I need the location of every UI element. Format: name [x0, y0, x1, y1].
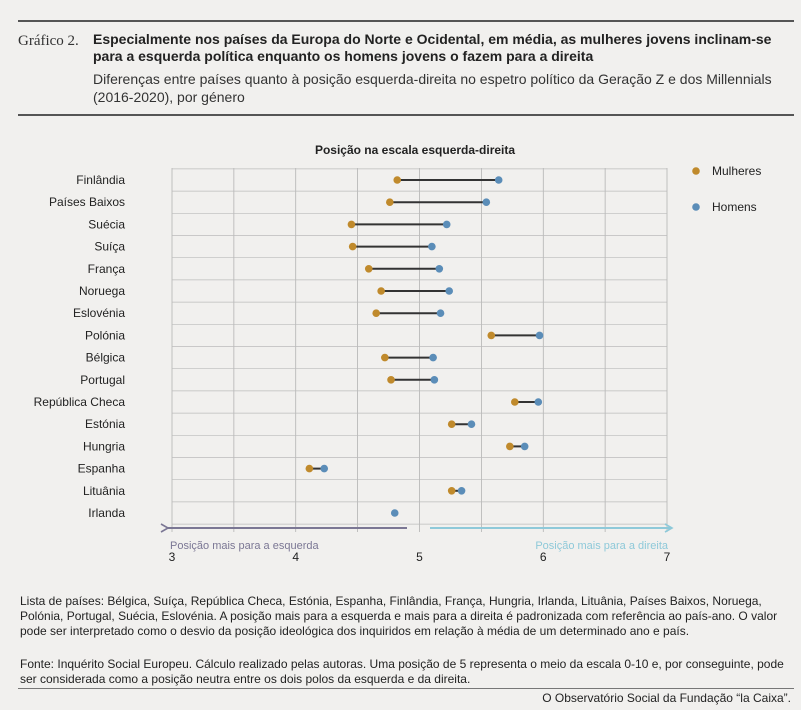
point-homens: [494, 176, 503, 184]
header-rule: [18, 114, 794, 116]
point-homens: [535, 331, 544, 340]
legend: Mulheres Homens: [692, 164, 761, 214]
point-mulheres: [510, 398, 519, 406]
chart-subtitle: Diferenças entre países quanto à posição…: [93, 71, 772, 105]
point-homens: [457, 487, 466, 495]
x-tick-label: 4: [292, 550, 299, 564]
category-label: Bélgica: [86, 351, 126, 365]
category-label: Noruega: [79, 284, 125, 298]
point-homens: [482, 198, 491, 206]
point-homens: [390, 509, 399, 517]
category-label: Portugal: [80, 373, 125, 387]
category-label: França: [88, 262, 126, 276]
chart-title: Especialmente nos países da Europa do No…: [93, 31, 772, 64]
point-mulheres: [386, 198, 394, 206]
legend-label: Mulheres: [712, 164, 761, 178]
point-mulheres: [447, 487, 456, 495]
grid: [171, 168, 668, 532]
countries-note: Lista de países: Bélgica, Suíça, Repúbli…: [20, 594, 778, 638]
point-mulheres: [487, 331, 496, 340]
point-mulheres: [377, 287, 385, 295]
direction-annotations: Posição mais para a esquerda Posição mais…: [160, 523, 674, 552]
x-tick-label: 7: [664, 550, 671, 564]
legend-marker-homens: [692, 203, 700, 211]
category-label: Hungria: [83, 439, 125, 453]
point-homens: [320, 464, 329, 473]
category-label: Eslovénia: [73, 306, 125, 320]
point-homens: [534, 398, 543, 406]
data-rows: Finlândia Países Baixos Suécia Suíça França N…: [34, 173, 544, 520]
footer-rule: [18, 688, 794, 689]
point-homens: [429, 353, 437, 362]
point-homens: [520, 442, 529, 451]
x-tick-label: 3: [169, 550, 176, 564]
x-tick-label: 6: [540, 550, 547, 564]
point-mulheres: [447, 420, 456, 429]
plot-title: Posição na escala esquerda-direita: [315, 143, 515, 157]
legend-marker-mulheres: [692, 167, 700, 175]
point-homens: [467, 420, 476, 429]
point-homens: [430, 376, 439, 384]
category-label: República Checa: [34, 395, 126, 409]
point-mulheres: [364, 265, 373, 273]
left-annotation: Posição mais para a esquerda: [170, 540, 319, 552]
category-label: Lituânia: [83, 484, 125, 498]
category-label: Finlândia: [76, 173, 125, 187]
point-homens: [445, 287, 454, 295]
point-mulheres: [347, 220, 356, 229]
source-note: Fonte: Inquérito Social Europeu. Cálculo…: [20, 657, 784, 686]
point-mulheres: [506, 442, 514, 451]
point-mulheres: [348, 242, 357, 251]
category-label: Irlanda: [88, 506, 125, 520]
category-label: Suécia: [88, 217, 125, 231]
category-label: Polónia: [85, 328, 125, 342]
point-homens: [442, 220, 451, 229]
point-homens: [435, 265, 444, 273]
point-mulheres: [305, 464, 314, 473]
point-mulheres: [393, 176, 402, 184]
category-label: Estónia: [85, 417, 125, 431]
point-mulheres: [372, 309, 380, 317]
dumbbell-chart: Posição na escala esquerda-direita Finlâ…: [34, 143, 762, 564]
x-axis: 3 4 5 6 7: [169, 550, 671, 564]
point-homens: [436, 309, 445, 317]
category-label: Países Baixos: [49, 195, 125, 209]
category-label: Suíça: [94, 240, 125, 254]
point-mulheres: [387, 376, 395, 384]
x-tick-label: 5: [416, 550, 423, 564]
footer-credit: O Observatório Social da Fundação “la Ca…: [542, 691, 791, 705]
top-rule: [18, 20, 794, 22]
legend-label: Homens: [712, 200, 757, 214]
chart-number: Gráfico 2.: [18, 33, 79, 49]
right-annotation: Posição mais para a direita: [535, 540, 669, 552]
point-mulheres: [381, 353, 389, 362]
category-label: Espanha: [78, 462, 126, 476]
point-homens: [428, 242, 436, 251]
